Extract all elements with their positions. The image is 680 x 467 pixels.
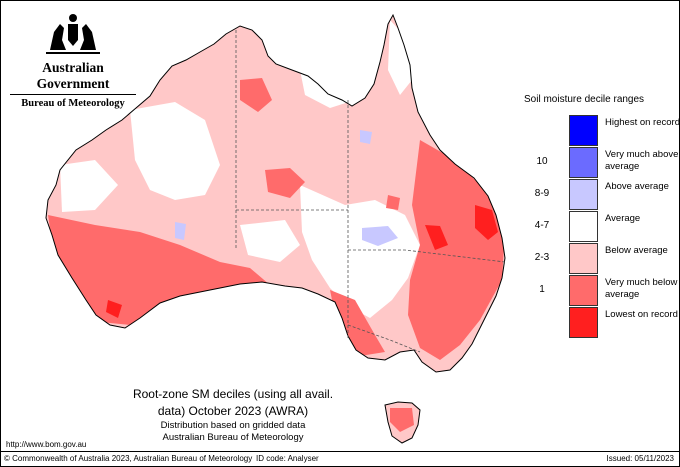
legend-range: 1	[539, 284, 545, 295]
legend-range: 2-3	[534, 252, 550, 263]
legend: Soil moisture decile ranges Highest on r…	[524, 94, 680, 339]
legend-swatch	[569, 211, 598, 242]
legend-label: Very much below average	[605, 277, 678, 300]
legend-label: Above average	[605, 181, 669, 192]
caption-sub-line2: Australian Bureau of Meteorology	[162, 432, 304, 443]
legend-label: Average	[605, 213, 641, 224]
legend-range: 4-7	[534, 220, 550, 231]
legend-item-below: 2-3 Below average	[524, 243, 674, 275]
legend-item-highest: Highest on record	[524, 115, 680, 147]
state-borders	[235, 30, 506, 353]
mainland-coastline	[45, 13, 506, 373]
map-caption: Root-zone SM deciles (using all avail. d…	[100, 386, 366, 444]
legend-label: Below average	[605, 245, 668, 256]
legend-item-very-much-below: 1 Very much below average	[524, 275, 677, 307]
footer: © Commonwealth of Australia 2023, Austra…	[0, 451, 680, 466]
legend-range: 8-9	[534, 188, 550, 199]
caption-sub-line1: Distribution based on gridded data	[160, 420, 306, 431]
government-logo: Australian Government Bureau of Meteorol…	[8, 10, 138, 111]
legend-swatch	[569, 307, 598, 338]
website-link[interactable]: http://www.bom.gov.au	[6, 440, 87, 449]
caption-title-line1: Root-zone SM deciles (using all avail.	[132, 387, 334, 401]
legend-swatch	[569, 243, 598, 274]
legend-title: Soil moisture decile ranges	[524, 94, 645, 105]
legend-swatch	[569, 179, 598, 210]
legend-swatch	[569, 147, 598, 178]
logo-divider	[10, 94, 136, 95]
legend-item-average: 4-7 Average	[524, 211, 674, 243]
legend-swatch	[569, 115, 598, 146]
legend-item-above: 8-9 Above average	[524, 179, 674, 211]
legend-swatch	[569, 275, 598, 306]
legend-item-very-much-above: 10 Very much above average	[524, 147, 678, 179]
legend-label: Very much above average	[605, 149, 679, 172]
legend-item-lowest: Lowest on record	[524, 307, 678, 339]
bureau-name: Bureau of Meteorology	[21, 98, 125, 109]
issued-date: Issued: 05/11/2023	[606, 454, 674, 463]
legend-label: Highest on record	[605, 117, 680, 128]
tasmania-coastline	[384, 401, 421, 444]
government-name: Australian Government	[36, 60, 110, 91]
legend-label: Lowest on record	[605, 309, 678, 320]
copyright-text: © Commonwealth of Australia 2023, Austra…	[4, 454, 253, 463]
coat-of-arms-icon	[46, 14, 100, 54]
legend-range: 10	[536, 156, 548, 167]
id-code: ID code: Analyser	[256, 454, 319, 463]
caption-title-line2: data) October 2023 (AWRA)	[157, 404, 309, 418]
tasmania-deciles	[385, 402, 420, 443]
